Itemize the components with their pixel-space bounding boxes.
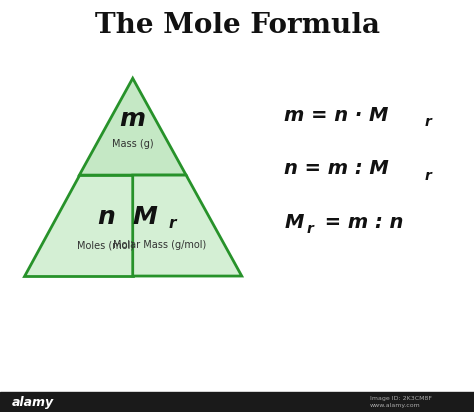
Text: = m : n: = m : n: [318, 213, 403, 232]
Text: M: M: [284, 213, 304, 232]
Text: r: r: [168, 216, 176, 232]
Text: m = n · M: m = n · M: [284, 106, 389, 125]
Text: n: n: [97, 204, 115, 229]
Text: Moles (mol): Moles (mol): [77, 240, 135, 250]
Text: r: r: [424, 169, 431, 183]
Polygon shape: [133, 175, 242, 276]
Text: Image ID: 2K3CM8F: Image ID: 2K3CM8F: [370, 396, 432, 401]
Polygon shape: [24, 175, 133, 276]
Text: www.alamy.com: www.alamy.com: [370, 403, 420, 408]
Text: M: M: [132, 204, 157, 229]
Bar: [0, 392, 474, 412]
Text: r: r: [424, 115, 431, 129]
Text: The Mole Formula: The Mole Formula: [94, 12, 380, 40]
Text: Molar Mass (g/mol): Molar Mass (g/mol): [113, 240, 206, 250]
Text: Mass (g): Mass (g): [112, 139, 154, 149]
Text: n = m : M: n = m : M: [284, 159, 389, 178]
Text: r: r: [306, 222, 313, 236]
Text: alamy: alamy: [12, 396, 54, 409]
Polygon shape: [79, 78, 186, 175]
Text: m: m: [120, 107, 146, 131]
